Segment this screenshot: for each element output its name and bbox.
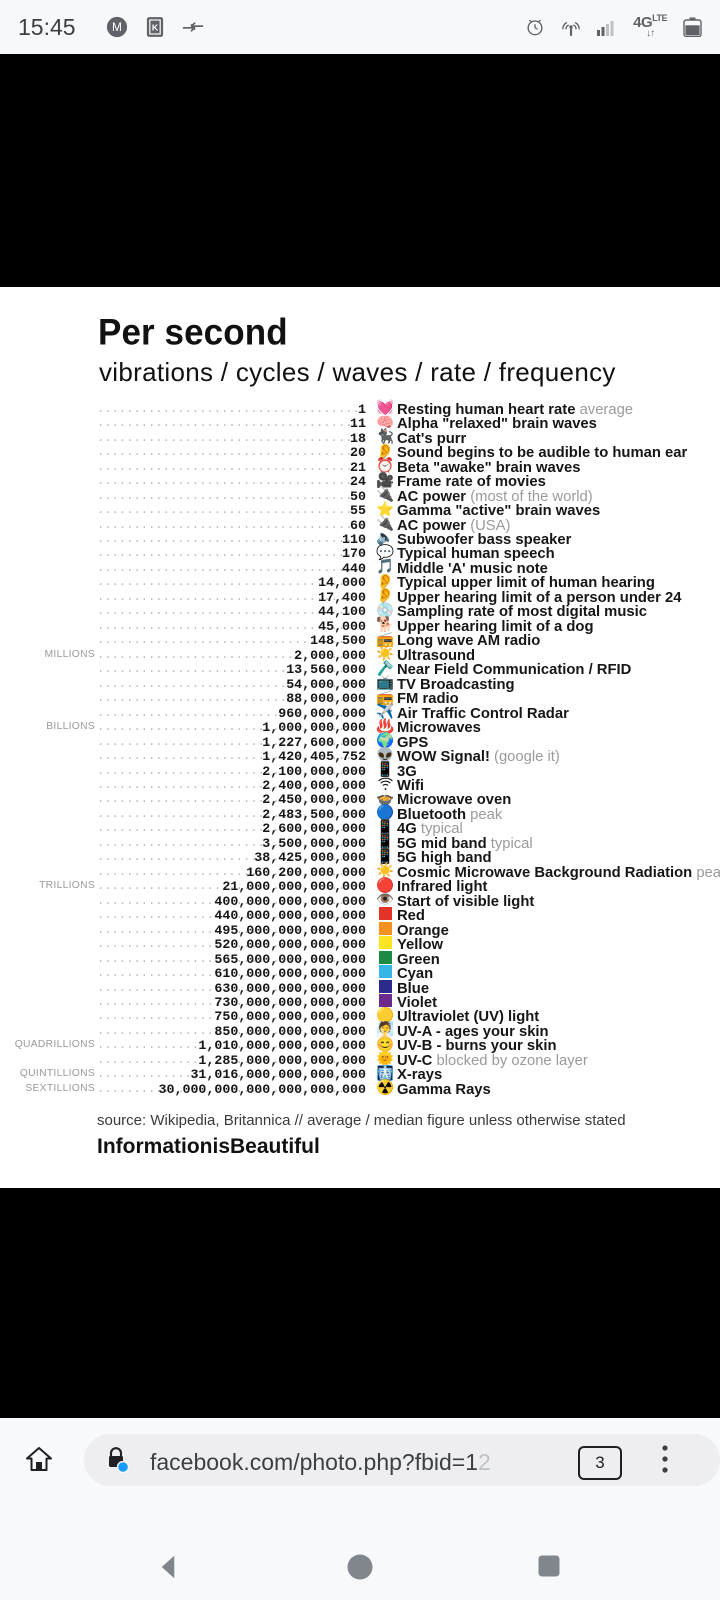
svg-text:M: M	[112, 20, 122, 34]
svg-text:K: K	[151, 22, 158, 32]
